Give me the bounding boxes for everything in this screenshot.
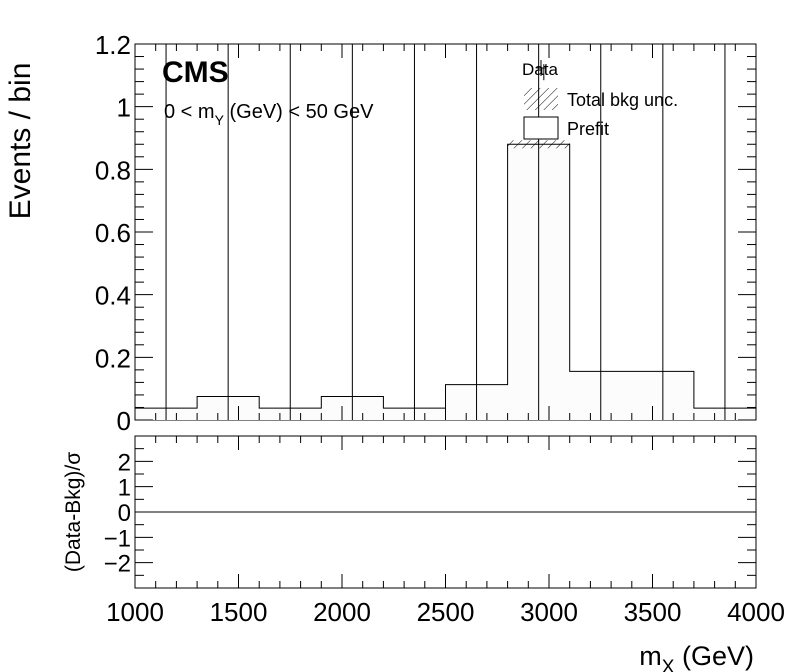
x-tick-label: 4000: [727, 597, 785, 627]
y-tick-label: 0.4: [95, 281, 131, 311]
x-axis-title-text: m: [639, 641, 662, 671]
ratio-y-tick-label: −2: [104, 551, 131, 578]
histogram-bin: [600, 371, 632, 420]
legend-swatch-bkg-unc: [524, 88, 558, 110]
ratio-y-tick-label: 0: [118, 500, 131, 527]
x-tick-label: 3000: [520, 597, 578, 627]
histogram-bin: [166, 408, 198, 420]
histogram-bin: [383, 408, 415, 420]
histogram-bin: [693, 408, 725, 420]
bkg-uncertainty-band: [538, 140, 570, 149]
histogram-bin: [135, 408, 167, 420]
region-label: 0 < mY (GeV) < 50 GeV: [164, 101, 374, 128]
histogram-bin: [631, 371, 663, 420]
ratio-y-tick-label: 1: [118, 475, 131, 502]
legend-swatch-prefit: [523, 116, 559, 140]
experiment-label: CMS: [162, 56, 229, 89]
histogram-bin: [507, 144, 539, 420]
x-tick-label: 1000: [106, 597, 164, 627]
histogram-bin: [259, 408, 291, 420]
histogram-bin: [476, 384, 508, 420]
ratio-y-tick-label: −1: [104, 525, 131, 552]
region-label-rest: (GeV) < 50 GeV: [224, 101, 374, 123]
x-tick-label: 2000: [313, 597, 371, 627]
ratio-panel: 210−1−2 1000 1500 2000 2500 3000 3500 4000 (Da…: [62, 435, 785, 627]
histogram-bin: [290, 408, 322, 420]
y-tick-label: 0.6: [95, 218, 131, 248]
histogram-bin: [724, 408, 756, 420]
histogram-bin: [538, 144, 570, 420]
y-tick-label: 0: [117, 406, 131, 436]
x-axis-title-sub: X: [662, 657, 675, 672]
x-tick-label: 1500: [210, 597, 268, 627]
bkg-uncertainty-band: [507, 140, 539, 149]
x-tick-label: 2500: [417, 597, 475, 627]
y-tick-label: 1.2: [95, 30, 131, 60]
histogram-bin: [321, 396, 353, 420]
ratio-y-tick-label: 2: [118, 449, 131, 476]
y-tick-label: 0.2: [95, 343, 131, 373]
legend: Data Total bkg unc. Prefit: [522, 60, 678, 140]
y-tick-label: 0.8: [95, 155, 131, 185]
legend-label-prefit: Prefit: [567, 119, 609, 139]
ratio-y-axis-title: (Data-Bkg)/σ: [62, 452, 85, 572]
legend-label-data: Data: [522, 60, 558, 79]
histogram-bin: [228, 396, 260, 420]
histogram-bin: [352, 396, 384, 420]
histogram-bin: [569, 371, 601, 420]
main-panel: 0 0.2 0.4 0.6 0.8 1 1.2 CMS 0 < mY (GeV) < 50 …: [4, 30, 757, 436]
x-axis-title: mX (GeV): [639, 641, 754, 672]
x-axis-title-rest: (GeV): [674, 641, 754, 671]
y-tick-label: 1: [117, 93, 131, 123]
legend-label-bkg-unc: Total bkg unc.: [567, 90, 678, 110]
region-label-sub: Y: [215, 112, 225, 128]
histogram-bin: [662, 371, 694, 420]
histogram-bin: [445, 384, 477, 420]
region-label-text: 0 < m: [164, 101, 215, 123]
y-axis-title: Events / bin: [4, 63, 37, 220]
x-tick-label: 3500: [624, 597, 682, 627]
histogram-bin: [197, 396, 229, 420]
histogram-bin: [414, 408, 446, 420]
legend-data-marker: [537, 60, 545, 76]
